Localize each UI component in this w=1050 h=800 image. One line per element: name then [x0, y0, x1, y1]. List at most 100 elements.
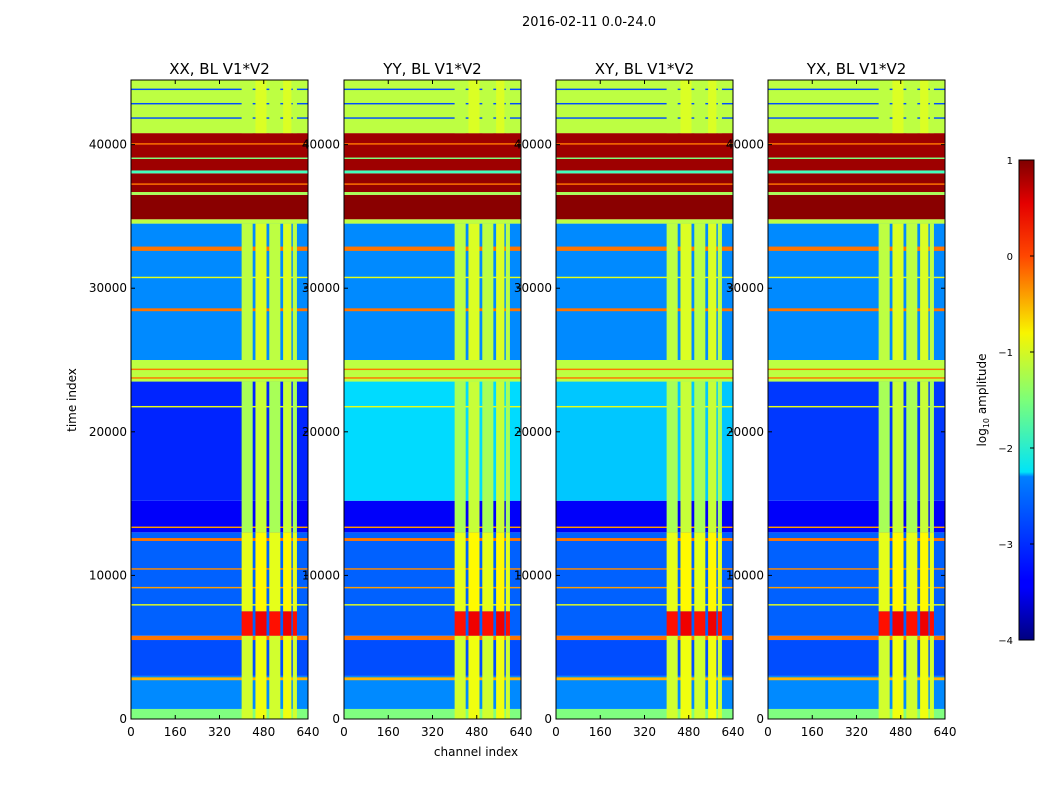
heatmap-band	[768, 677, 945, 681]
heatmap-channel-cell	[482, 223, 494, 361]
heatmap-band	[344, 368, 521, 371]
heatmap-band	[556, 568, 733, 570]
y-tick-label: 10000	[726, 568, 764, 582]
heatmap-band	[768, 604, 945, 606]
heatmap-channel-cell	[468, 635, 480, 719]
heatmap-band	[344, 538, 521, 541]
heatmap-band	[556, 246, 733, 251]
colorbar-tick-label: −2	[998, 444, 1013, 455]
heatmap-channel-cell	[920, 635, 929, 719]
panel: YY, BL V1*V2 0 160 320 480 640 0 10000 20000 3000…	[302, 60, 533, 739]
heatmap-band	[131, 677, 308, 681]
heatmap-channel-cell	[892, 80, 904, 134]
heatmap-band	[768, 640, 945, 676]
heatmap-band	[344, 88, 521, 91]
heatmap-band	[556, 170, 733, 174]
heatmap-channel-cell	[694, 611, 706, 636]
heatmap-band	[131, 526, 308, 529]
heatmap-channel-cell	[283, 532, 292, 612]
heatmap-band	[556, 405, 733, 408]
heatmap-channel-cell	[717, 381, 722, 533]
heatmap-channel-cell	[680, 532, 692, 612]
heatmap-channel-cell	[269, 381, 281, 533]
x-tick-label: 640	[297, 725, 320, 739]
heatmap-channel-cell	[496, 381, 505, 533]
heatmap-channel-cell	[708, 381, 717, 533]
heatmap-channel-cell	[496, 635, 505, 719]
panel: XX, BL V1*V2 0 160 320 480 640 0 10000 20000 3000…	[89, 60, 320, 739]
heatmap-channel-cell	[241, 80, 253, 134]
heatmap-channel-cell	[454, 611, 466, 636]
heatmap-band	[344, 276, 521, 279]
heatmap-channel-cell	[468, 381, 480, 533]
heatmap-channel-cell	[878, 223, 890, 361]
heatmap-channel-cell	[892, 223, 904, 361]
heatmap-channel-cell	[255, 635, 267, 719]
heatmap-band	[768, 526, 945, 529]
x-tick-label: 160	[377, 725, 400, 739]
heatmap-band	[556, 194, 733, 220]
heatmap-band	[344, 568, 521, 570]
heatmap-channel-cell	[283, 381, 292, 533]
heatmap-channel-cell	[929, 532, 934, 612]
y-tick-label: 20000	[302, 425, 340, 439]
heatmap-band	[131, 675, 308, 709]
heatmap-band	[131, 246, 308, 251]
y-tick-label: 20000	[514, 425, 552, 439]
heatmap-channel-cell	[666, 532, 678, 612]
heatmap-band	[556, 88, 733, 91]
heatmap-channel-cell	[878, 80, 890, 134]
heatmap-channel-cell	[708, 635, 717, 719]
heatmap-channel-cell	[292, 532, 297, 612]
heatmap-band	[131, 194, 308, 220]
heatmap-channel-cell	[292, 381, 297, 533]
x-tick-label: 0	[552, 725, 560, 739]
heatmap-channel-cell	[717, 532, 722, 612]
heatmap-channel-cell	[929, 223, 934, 361]
heatmap-band	[768, 133, 945, 171]
heatmap-channel-cell	[454, 532, 466, 612]
heatmap-band	[768, 368, 945, 371]
heatmap-channel-cell	[454, 80, 466, 134]
heatmap-band	[556, 586, 733, 589]
heatmap-band	[768, 708, 945, 719]
x-tick-label: 0	[340, 725, 348, 739]
colorbar-tick-label: 1	[1007, 156, 1013, 167]
heatmap-band	[556, 117, 733, 119]
heatmap-channel-cell	[454, 635, 466, 719]
heatmap-channel-cell	[920, 381, 929, 533]
x-axis-label: channel index	[434, 745, 518, 759]
heatmap-band	[344, 133, 521, 171]
heatmap-channel-cell	[680, 80, 692, 134]
heatmap-channel-cell	[929, 80, 934, 134]
heatmap-band	[131, 143, 308, 145]
heatmap-band	[344, 360, 521, 382]
heatmap-channel-cell	[717, 611, 722, 636]
heatmap-channel-cell	[929, 381, 934, 533]
heatmap-band	[344, 377, 521, 379]
y-tick-label: 10000	[302, 568, 340, 582]
heatmap-channel-cell	[892, 532, 904, 612]
y-tick-label: 10000	[514, 568, 552, 582]
heatmap-band	[131, 276, 308, 279]
heatmap-band	[131, 88, 308, 91]
heatmap-band	[344, 708, 521, 719]
heatmap-channel-cell	[292, 80, 297, 134]
heatmap-band	[131, 381, 308, 501]
heatmap-band	[131, 532, 308, 636]
heatmap-band	[344, 80, 521, 134]
heatmap-band	[131, 360, 308, 382]
heatmap-band	[768, 586, 945, 589]
heatmap-channel-cell	[255, 611, 267, 636]
heatmap-channel-cell	[929, 635, 934, 719]
x-tick-label: 480	[889, 725, 912, 739]
heatmap-channel-cell	[694, 635, 706, 719]
x-tick-label: 320	[208, 725, 231, 739]
heatmap-channel-cell	[920, 611, 929, 636]
heatmap-channel-cell	[708, 80, 717, 134]
panel: XY, BL V1*V2 0 160 320 480 640 0 10000 20000 3000…	[514, 60, 745, 739]
x-tick-label: 320	[633, 725, 656, 739]
heatmap-channel-cell	[708, 223, 717, 361]
heatmap-band	[344, 677, 521, 681]
